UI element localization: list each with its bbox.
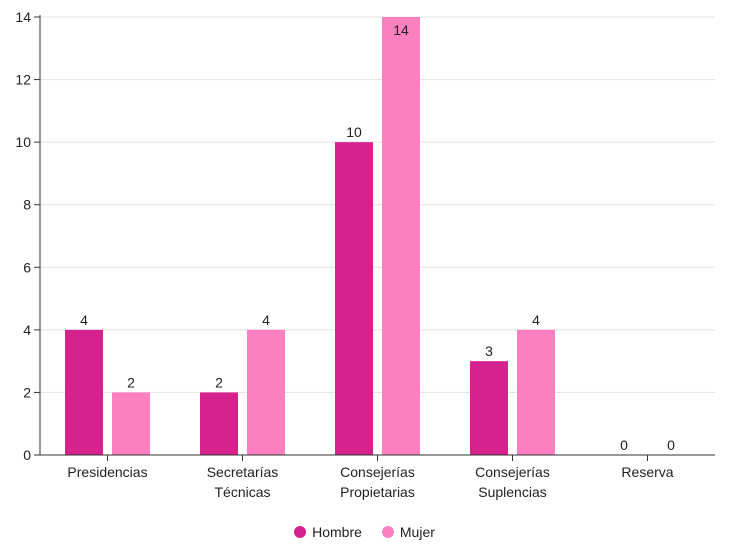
bar-mujer bbox=[247, 329, 285, 455]
data-label: 4 bbox=[532, 312, 540, 328]
x-axis: Presidencias Secretarías Técnicas Consejerí… bbox=[40, 454, 715, 500]
data-label: 2 bbox=[127, 374, 135, 390]
x-tick-label: Suplencias bbox=[478, 484, 547, 500]
y-tick-label: 10 bbox=[15, 134, 31, 150]
x-tick-label: Consejerías bbox=[475, 464, 550, 480]
data-label: 4 bbox=[80, 312, 88, 328]
bar-chart: 0 2 4 6 8 10 12 14 4 2 2 4 10 14 3 4 0 0 Presidencias Sec… bbox=[15, 9, 715, 500]
data-labels: 4 2 2 4 10 14 3 4 0 0 bbox=[80, 22, 675, 453]
data-label: 2 bbox=[215, 374, 223, 390]
legend-swatch bbox=[381, 526, 394, 538]
data-label: 14 bbox=[393, 22, 409, 38]
bar-mujer bbox=[517, 329, 555, 455]
y-tick-label: 4 bbox=[23, 322, 31, 338]
data-label: 3 bbox=[485, 343, 493, 359]
y-tick-label: 14 bbox=[15, 9, 31, 25]
bar-hombre bbox=[65, 329, 103, 455]
legend-swatch bbox=[294, 526, 307, 538]
bar-hombre bbox=[335, 142, 373, 455]
bars bbox=[65, 17, 555, 455]
bar-mujer bbox=[112, 392, 150, 455]
y-tick-label: 0 bbox=[23, 447, 31, 463]
bar-hombre bbox=[470, 361, 508, 455]
legend-label: Mujer bbox=[399, 524, 435, 540]
bar-mujer bbox=[382, 17, 420, 455]
x-tick-label: Consejerías bbox=[340, 464, 415, 480]
x-tick-label: Reserva bbox=[621, 464, 673, 480]
y-tick-label: 2 bbox=[23, 384, 31, 400]
data-label: 0 bbox=[620, 437, 628, 453]
gridlines bbox=[40, 16, 715, 393]
x-tick-label: Secretarías bbox=[207, 464, 279, 480]
legend: Hombre Mujer bbox=[0, 524, 729, 540]
y-tick-label: 12 bbox=[15, 72, 31, 88]
bar-hombre bbox=[200, 392, 238, 455]
data-label: 10 bbox=[346, 124, 362, 140]
x-tick-label: Presidencias bbox=[67, 464, 147, 480]
y-axis: 0 2 4 6 8 10 12 14 bbox=[15, 9, 41, 463]
x-tick-label: Propietarias bbox=[340, 484, 415, 500]
data-label: 4 bbox=[262, 312, 270, 328]
y-tick-label: 8 bbox=[23, 197, 31, 213]
legend-item-hombre[interactable]: Hombre bbox=[294, 524, 362, 540]
legend-label: Hombre bbox=[312, 524, 362, 540]
y-tick-label: 6 bbox=[23, 259, 31, 275]
legend-item-mujer[interactable]: Mujer bbox=[381, 524, 435, 540]
data-label: 0 bbox=[667, 437, 675, 453]
x-tick-label: Técnicas bbox=[214, 484, 270, 500]
